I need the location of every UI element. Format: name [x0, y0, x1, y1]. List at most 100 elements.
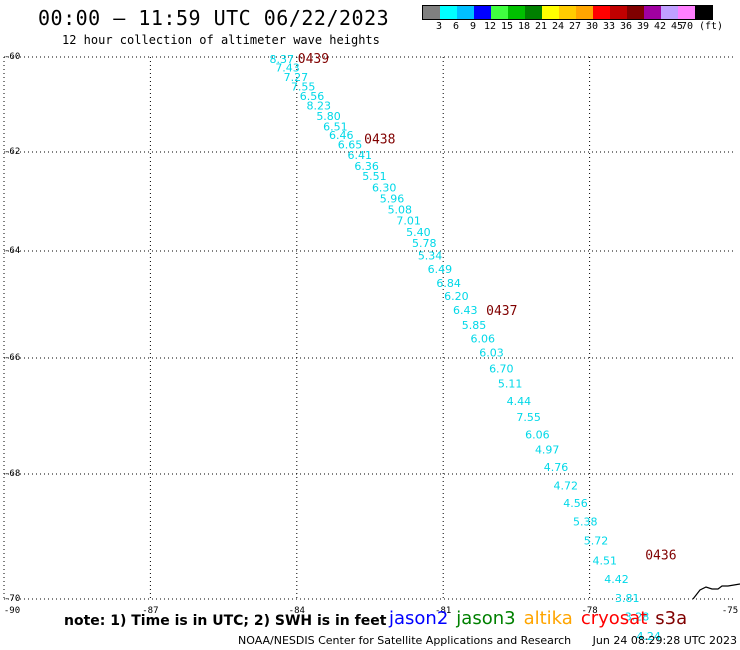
swh-value: 4.97	[535, 444, 560, 457]
satellite-name: jason2	[389, 608, 449, 629]
swh-value: 5.72	[584, 534, 609, 547]
swh-value: 4.24	[636, 630, 661, 643]
swh-value: 6.51	[323, 120, 348, 133]
time-labels: 0439 0438 0437 0436	[298, 52, 677, 563]
legend-swatch	[576, 6, 593, 19]
lat-tick-label: -60	[4, 52, 21, 62]
swh-value: 6.03	[479, 347, 504, 360]
legend-label: 30	[585, 21, 599, 32]
time-label: 0436	[645, 548, 676, 563]
swh-value: 5.78	[412, 237, 437, 250]
lon-tick-label: -90	[3, 606, 21, 616]
lon-tick-label: -81	[435, 606, 452, 616]
legend-color-bar	[422, 5, 713, 20]
footer-timestamp: Jun 24 08:29:28 UTC 2023	[592, 634, 738, 647]
lon-tick-label: -87	[142, 606, 159, 616]
legend-label: 18	[517, 21, 531, 32]
swh-value: 8.23	[307, 99, 332, 112]
legend-label: 42	[653, 21, 667, 32]
legend-swatch	[457, 6, 474, 19]
note-text: note: 1) Time is in UTC; 2) SWH is in fe…	[64, 613, 387, 629]
lat-tick-label: -62	[4, 147, 21, 157]
legend-swatch	[440, 6, 457, 19]
legend-swatch	[423, 6, 440, 19]
swh-value: 4.44	[507, 395, 532, 408]
satellite-name: jason3	[456, 608, 516, 629]
swh-value: 6.49	[428, 263, 453, 276]
swh-value: 6.36	[354, 160, 379, 173]
satellite-name: altika	[523, 608, 573, 629]
lat-tick-label: -64	[4, 246, 21, 256]
legend-label: 6	[452, 21, 460, 32]
legend-swatch	[695, 6, 712, 19]
swh-value: 5.11	[498, 378, 522, 391]
swh-value: 5.85	[462, 319, 487, 332]
swh-value: 8.37	[269, 53, 294, 66]
swh-value: 6.41	[348, 149, 373, 162]
legend-label: 15	[500, 21, 514, 32]
swh-points: 8.377.437.27 7.55 6.568.235.806.516.466.65…	[269, 53, 671, 650]
legend-swatch	[491, 6, 508, 19]
swh-value: 7.01	[396, 214, 421, 227]
legend-label: 12	[483, 21, 497, 32]
satellite-legend: jason2 jason3 altika cryosat s3a	[389, 608, 695, 629]
legend-swatch	[661, 6, 678, 19]
swh-value: 7.27	[284, 71, 309, 84]
swh-value: 6.06	[471, 333, 496, 346]
legend-label: 3	[435, 21, 443, 32]
legend-label: 24	[551, 21, 565, 32]
swh-value: 4.42	[604, 573, 629, 586]
time-label: 0438	[364, 133, 395, 148]
legend-swatch	[525, 6, 542, 19]
swh-value: 5.40	[406, 226, 431, 239]
swh-value: 6.43	[453, 304, 478, 317]
swh-value: 6.84	[436, 277, 461, 290]
chart-title: 00:00 – 11:59 UTC 06/22/2023	[38, 6, 390, 30]
swh-value: 4.56	[563, 497, 588, 510]
legend-swatch	[610, 6, 627, 19]
legend-swatch	[508, 6, 525, 19]
swh-value: 3.28	[625, 610, 650, 623]
swh-value: 6.46	[329, 129, 354, 142]
time-label: 0439	[298, 52, 329, 67]
swh-value: 6.56	[300, 90, 325, 103]
chart-subtitle: 12 hour collection of altimeter wave hei…	[62, 33, 380, 47]
footer-credit: NOAA/NESDIS Center for Satellite Applica…	[238, 634, 572, 647]
legend-swatch	[644, 6, 661, 19]
swh-value: 5.80	[316, 110, 341, 123]
swh-value: 6.70	[489, 362, 514, 375]
satellite-name: cryosat	[580, 608, 648, 629]
swh-value: 5.08	[388, 203, 413, 216]
lon-tick-label: -84	[288, 606, 305, 616]
legend-label: 27	[568, 21, 582, 32]
legend-label: 45	[670, 21, 684, 32]
legend-label: 70 (ft)	[680, 21, 724, 32]
lat-tick-label: -70	[4, 594, 21, 604]
legend-label: 9	[469, 21, 477, 32]
swh-value: 4.72	[553, 479, 578, 492]
footer: NOAA/NESDIS Center for Satellite Applica…	[238, 634, 737, 647]
legend-swatch	[593, 6, 610, 19]
legend-label: 36	[619, 21, 633, 32]
swh-value: 6.65	[338, 138, 363, 151]
lat-tick-label: -68	[4, 469, 21, 479]
legend-swatch	[678, 6, 695, 19]
swh-value: 5.38	[573, 516, 598, 529]
lon-tick-label: -78	[581, 606, 598, 616]
legend-swatch	[627, 6, 644, 19]
satellite-name: s3a	[655, 608, 688, 629]
swh-value: 6.06	[525, 429, 550, 442]
coastline-segment	[692, 583, 740, 600]
swh-value: 5.96	[380, 193, 405, 206]
legend-swatch	[559, 6, 576, 19]
color-legend: 3 6 9 12 15 18 21 24 27 30 33 36 39 42 45 70 (ft)	[422, 5, 723, 34]
legend-swatch	[542, 6, 559, 19]
legend-label: 33	[602, 21, 616, 32]
lat-tick-label: -66	[4, 353, 21, 363]
swh-value: 7.55	[516, 411, 541, 424]
swh-value: 6.30	[372, 182, 397, 195]
swh-value: 7.43	[275, 61, 300, 74]
swh-value: 6.20	[444, 290, 469, 303]
swh-value: 4.51	[593, 554, 618, 567]
